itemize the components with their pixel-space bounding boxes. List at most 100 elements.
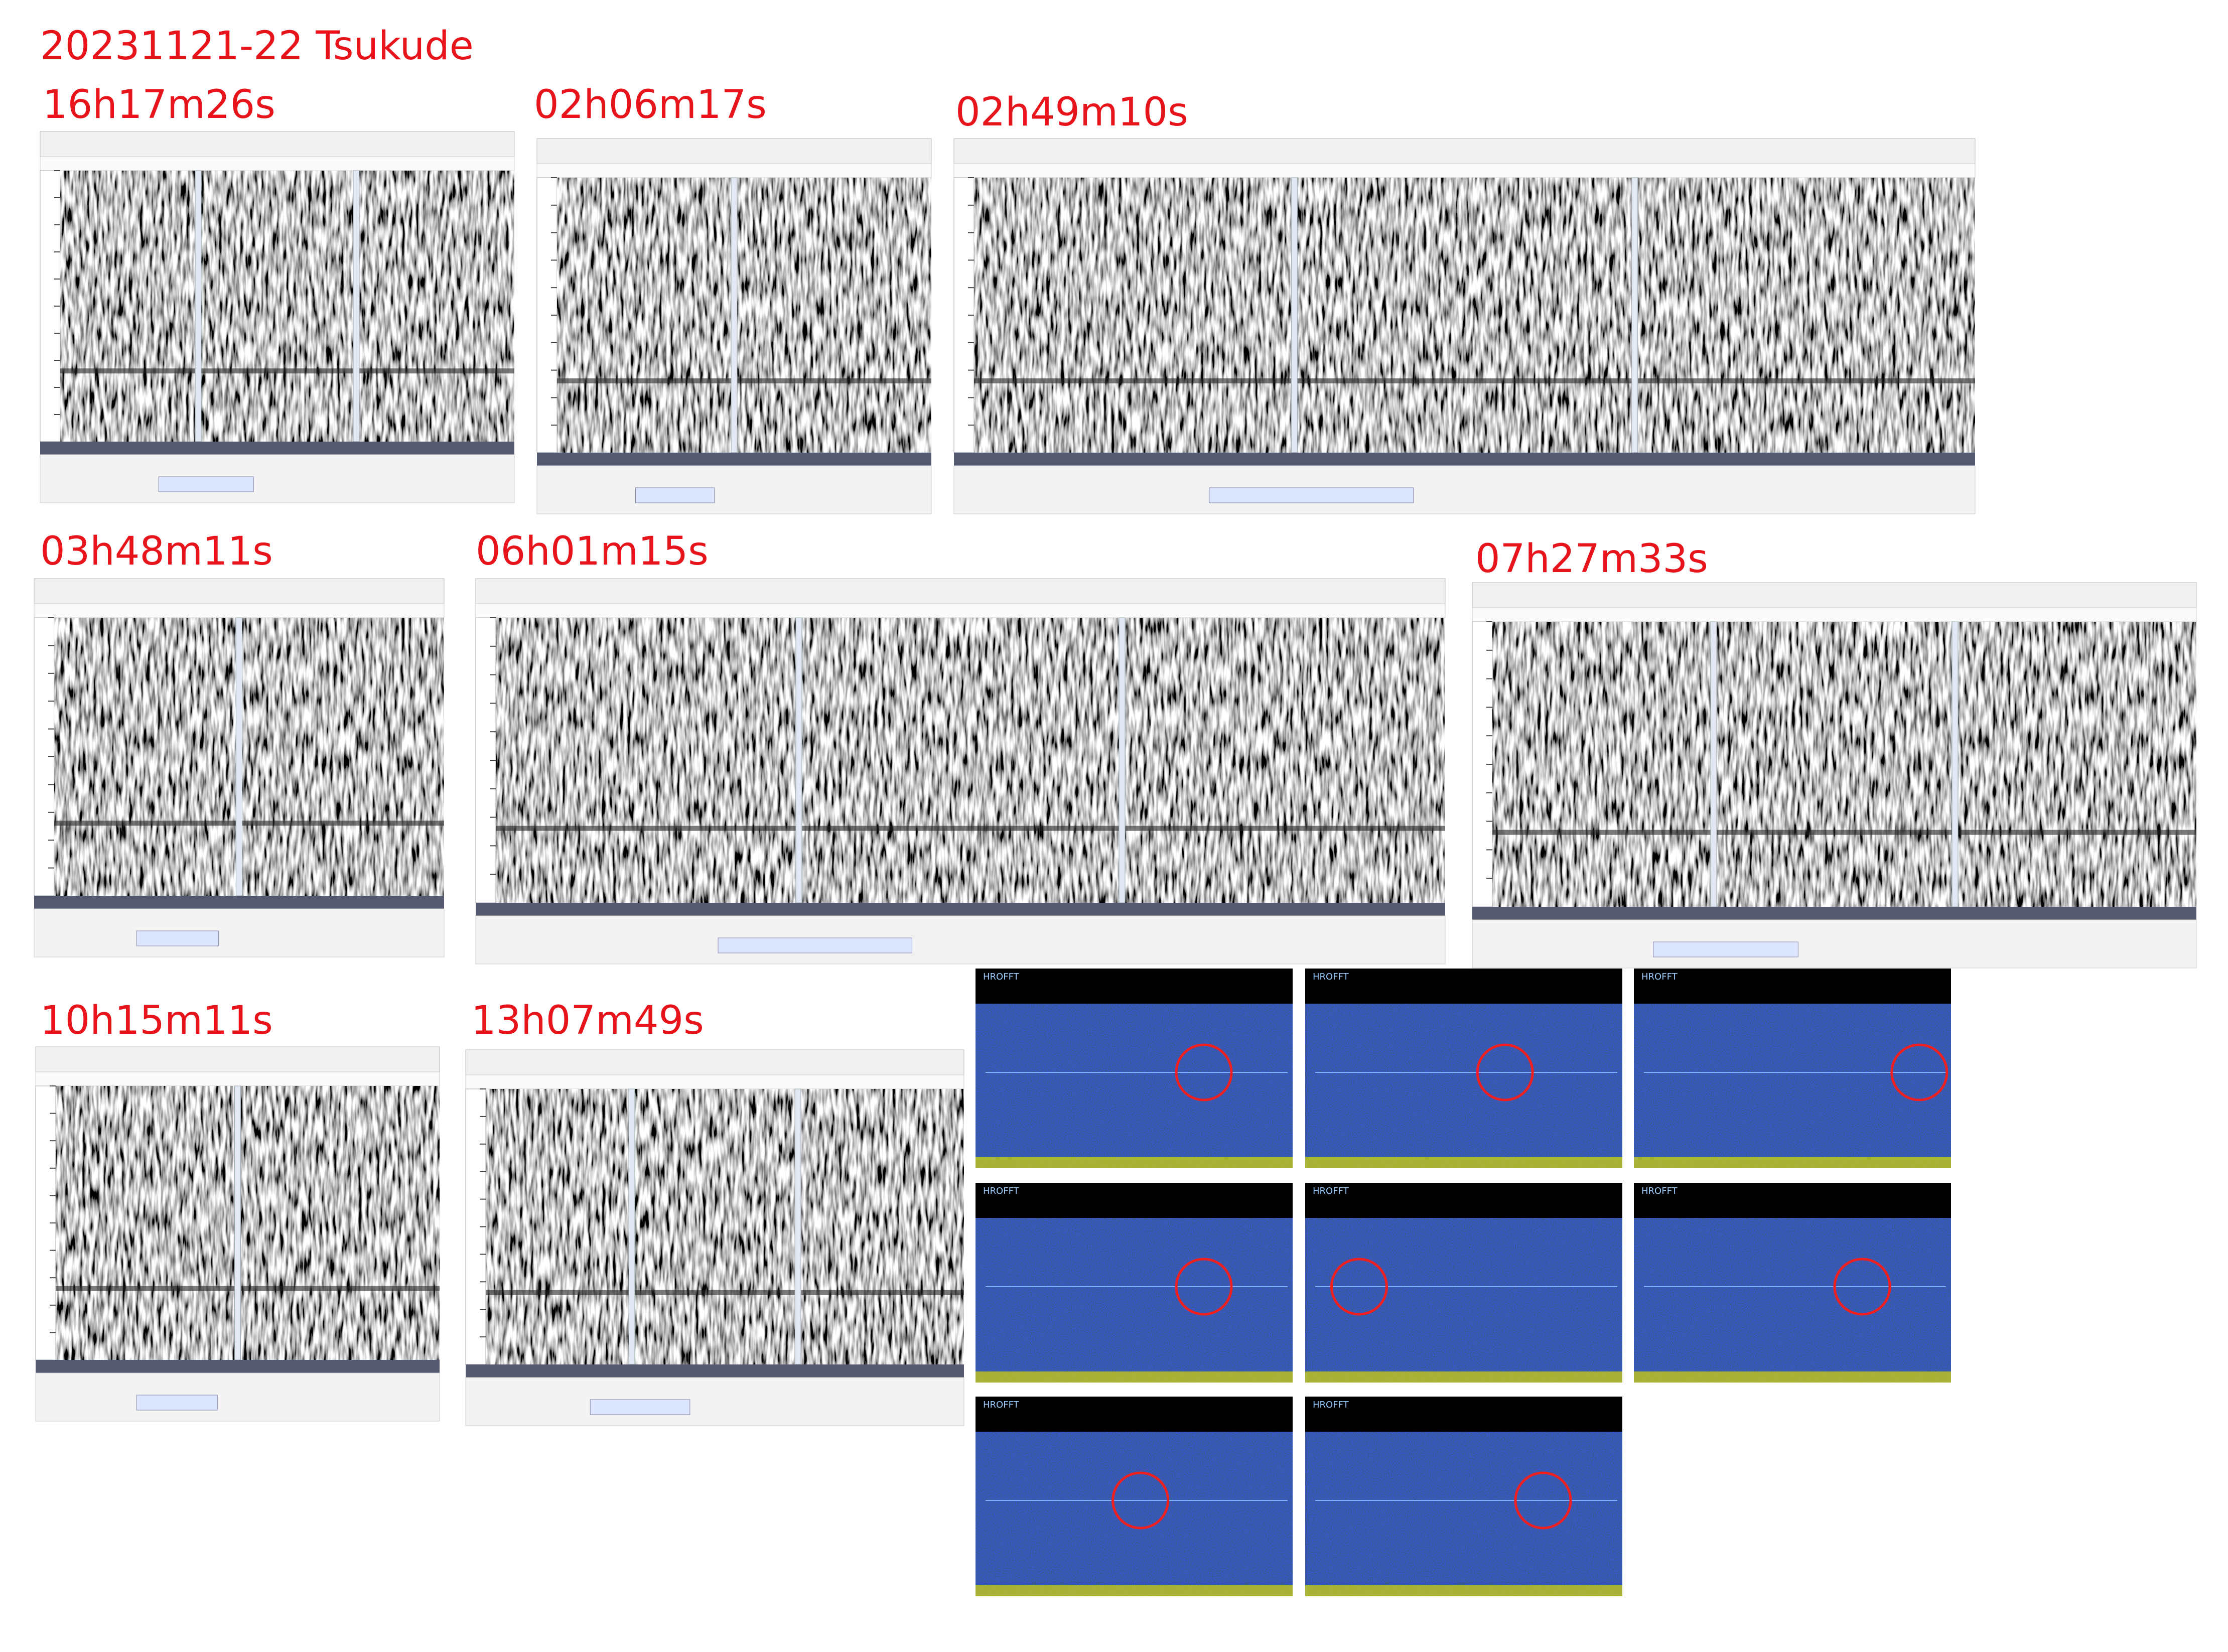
spectrogram [486, 1089, 964, 1364]
spectrogram [56, 1086, 440, 1360]
radar-foot [1634, 1157, 1951, 1168]
spectrogram-screenshot [40, 131, 515, 503]
carrier-band [496, 825, 1445, 831]
radar-header [976, 969, 1293, 1004]
window-divider [794, 1088, 801, 1365]
radar-screenshot: HROFFT [1634, 969, 1951, 1168]
detection-circle [1175, 1043, 1233, 1102]
time-field [136, 930, 219, 946]
capture-label: 03h48m11s [40, 529, 273, 574]
carrier-band [60, 368, 514, 374]
radar-title: HROFFT [983, 1400, 1020, 1410]
toolbar [35, 1046, 440, 1072]
time-field [136, 1395, 218, 1411]
status-bar [536, 465, 932, 514]
radar-title: HROFFT [983, 1186, 1020, 1196]
detection-circle [1476, 1043, 1534, 1102]
spectrogram-screenshot [465, 1049, 964, 1426]
spectrogram-screenshot [1472, 582, 2197, 969]
toolbar [536, 138, 932, 164]
window-divider [195, 170, 202, 442]
spectrogram-screenshot [34, 578, 445, 957]
scroll-bar [40, 442, 514, 455]
radar-header [976, 1397, 1293, 1432]
scroll-bar [954, 453, 1975, 466]
capture-label: 06h01m15s [476, 529, 709, 574]
ruler [475, 603, 1446, 618]
carrier-band [56, 1286, 440, 1291]
radar-header [1634, 1183, 1951, 1218]
detection-circle [1890, 1043, 1948, 1102]
radar-header [1305, 1397, 1622, 1432]
scroll-bar [36, 1360, 440, 1373]
window-divider [795, 617, 802, 903]
radar-screenshot: HROFFT [976, 1183, 1293, 1383]
radar-header [1305, 969, 1622, 1004]
capture-label: 13h07m49s [471, 998, 704, 1043]
detection-circle [1330, 1258, 1388, 1316]
radar-foot [1634, 1371, 1951, 1383]
window-divider [628, 1088, 635, 1365]
ruler [35, 1071, 440, 1086]
status-bar [34, 908, 445, 957]
radar-foot [1305, 1585, 1622, 1596]
ruler [40, 156, 515, 171]
detection-circle [1175, 1258, 1233, 1316]
detection-circle [1833, 1258, 1891, 1316]
scroll-bar [537, 453, 931, 466]
detection-circle [1514, 1471, 1572, 1530]
radar-screenshot: HROFFT [1305, 1397, 1622, 1596]
radar-header [976, 1183, 1293, 1218]
ruler [465, 1074, 964, 1089]
radar-screenshot: HROFFT [1634, 1183, 1951, 1383]
capture-label: 16h17m26s [43, 82, 275, 127]
radar-foot [976, 1585, 1293, 1596]
capture-label: 07h27m33s [1475, 536, 1708, 582]
time-field [718, 937, 912, 953]
scroll-bar [476, 903, 1445, 916]
radar-screenshot: HROFFT [976, 969, 1293, 1168]
time-field [1653, 941, 1798, 957]
spectrogram-screenshot [35, 1046, 440, 1422]
radar-title: HROFFT [1641, 972, 1678, 982]
radar-title: HROFFT [1313, 1186, 1349, 1196]
capture-label: 02h49m10s [955, 90, 1188, 135]
spectrogram [557, 178, 931, 453]
radar-title: HROFFT [1641, 1186, 1678, 1196]
capture-label: 10h15m11s [40, 998, 273, 1043]
toolbar [40, 131, 515, 157]
carrier-band [974, 378, 1975, 384]
carrier-band [557, 378, 931, 384]
spectrogram [60, 171, 514, 442]
window-divider [234, 1085, 241, 1360]
status-bar [475, 915, 1446, 965]
radar-header [1634, 969, 1951, 1004]
ruler [953, 163, 1976, 178]
radar-title: HROFFT [1313, 1400, 1349, 1410]
carrier-band [1492, 830, 2196, 835]
toolbar [34, 578, 445, 604]
window-divider [1291, 177, 1298, 453]
status-bar [35, 1372, 440, 1422]
radar-foot [1305, 1371, 1622, 1383]
radar-title: HROFFT [1313, 972, 1349, 982]
toolbar [953, 138, 1976, 164]
time-field [158, 476, 254, 492]
carrier-band [54, 820, 444, 826]
toolbar [475, 578, 1446, 604]
radar-foot [976, 1371, 1293, 1383]
time-field [590, 1399, 690, 1415]
toolbar [1472, 582, 2197, 608]
window-divider [353, 170, 360, 442]
spectrogram [1492, 622, 2196, 907]
spectrogram [496, 618, 1445, 903]
radar-screenshot: HROFFT [1305, 1183, 1622, 1383]
detection-circle [1111, 1471, 1170, 1530]
radar-header [1305, 1183, 1622, 1218]
window-divider [731, 177, 738, 453]
spectrogram-screenshot [475, 578, 1446, 965]
time-field [635, 487, 715, 503]
spectrogram [54, 618, 444, 896]
ruler [34, 603, 445, 618]
spectrogram [974, 178, 1975, 453]
